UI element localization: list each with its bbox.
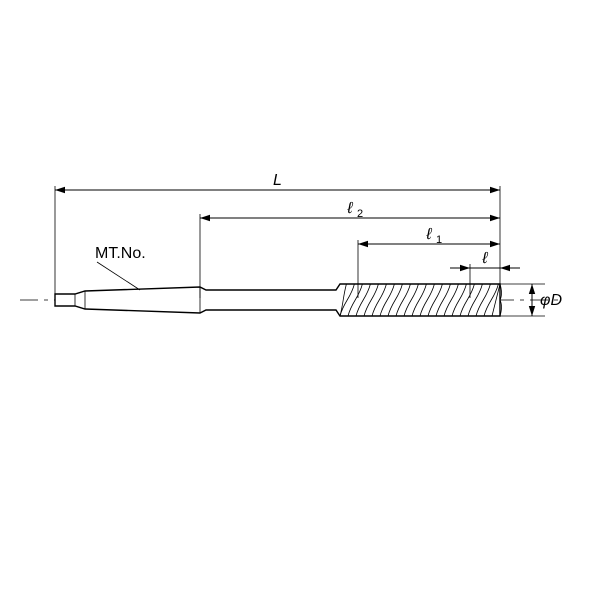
svg-text:1: 1: [436, 234, 442, 246]
svg-text:2: 2: [357, 208, 363, 220]
dim-label: ℓ: [346, 200, 353, 217]
dim-label-l: ℓ: [481, 250, 488, 267]
dim-label-d: φD: [540, 292, 562, 309]
mt-no-label: MT.No.: [95, 245, 146, 262]
dim-label: L: [273, 172, 282, 189]
tool-outline-top: [55, 284, 500, 300]
dim-label: ℓ: [425, 226, 432, 243]
mt-leader: [97, 262, 140, 290]
tool-outline-bottom: [55, 300, 500, 316]
